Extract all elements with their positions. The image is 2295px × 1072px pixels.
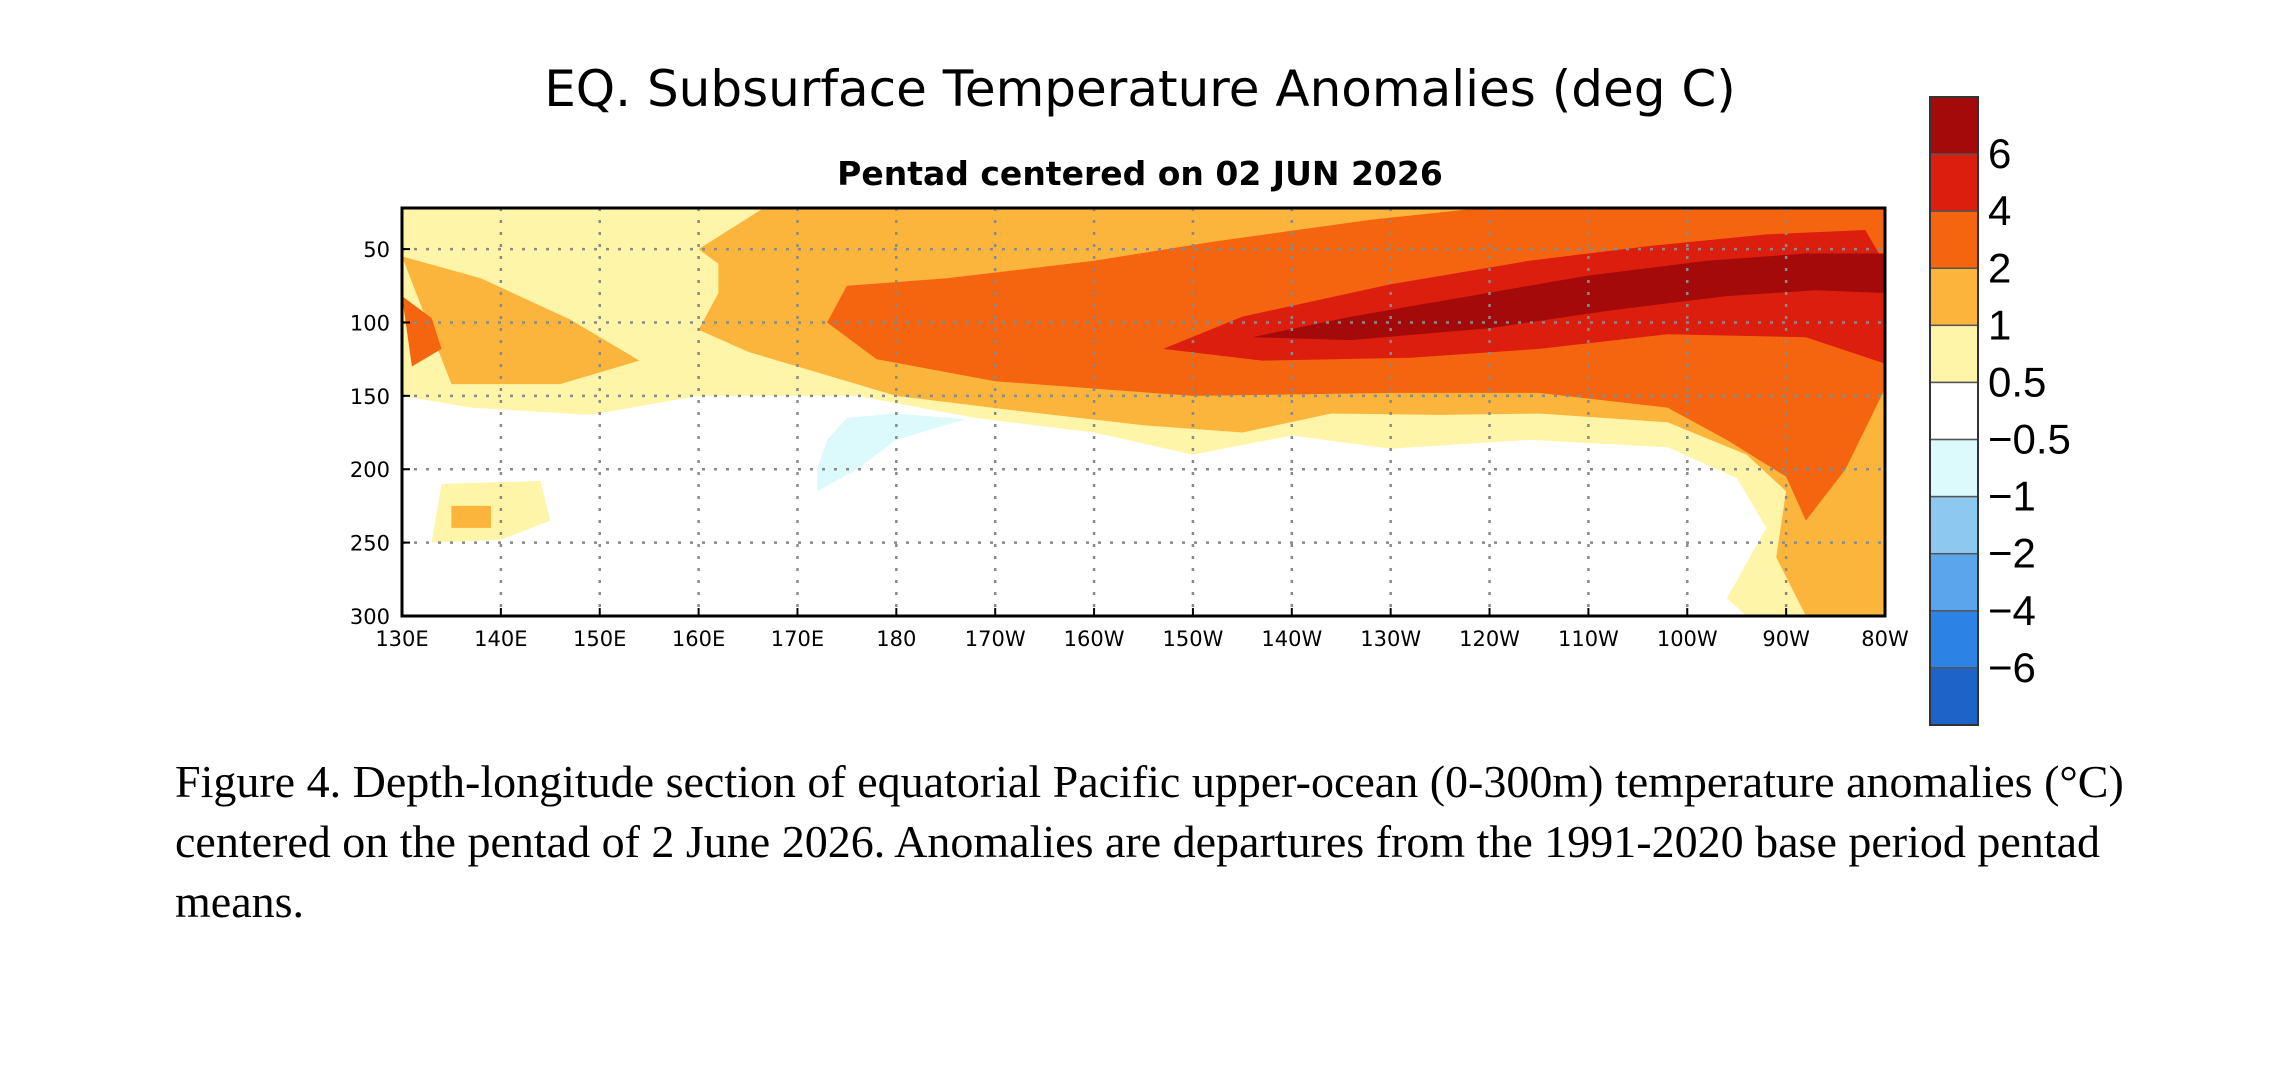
x-tick-label: 130E bbox=[375, 627, 428, 651]
colorbar-swatch bbox=[1929, 96, 1979, 155]
colorbar-label: 2 bbox=[1988, 244, 2011, 291]
colorbar-swatch bbox=[1929, 495, 1979, 555]
colorbar-swatch bbox=[1929, 381, 1979, 441]
colorbar-label: 1 bbox=[1988, 301, 2011, 348]
x-tick-label: 140W bbox=[1261, 627, 1322, 651]
anomaly-region-6-8 bbox=[1252, 253, 1885, 341]
colorbar-label: −4 bbox=[1988, 587, 2036, 634]
x-tick-label: 180 bbox=[876, 627, 916, 651]
colorbar-swatch bbox=[1929, 667, 1979, 726]
grid-lines bbox=[402, 208, 1885, 616]
y-axis: 50 100 150 200 250 300 bbox=[350, 238, 410, 629]
colorbar-label: −1 bbox=[1988, 473, 2036, 520]
y-tick-label: 50 bbox=[363, 238, 390, 262]
colorbar: 6 4 2 1 0.5 −0.5 −1 −2 −4 −6 bbox=[1929, 96, 2071, 726]
chart-subtitle: Pentad centered on 02 JUN 2026 bbox=[837, 154, 1443, 193]
colorbar-swatch bbox=[1929, 552, 1979, 612]
colorbar-swatch bbox=[1929, 210, 1979, 270]
y-tick-label: 300 bbox=[350, 605, 390, 629]
x-tick-label: 160E bbox=[672, 627, 725, 651]
colorbar-label: −6 bbox=[1988, 644, 2036, 691]
x-tick-label: 110W bbox=[1558, 627, 1619, 651]
y-tick-label: 100 bbox=[350, 311, 390, 335]
colorbar-swatch bbox=[1929, 324, 1979, 384]
colorbar-label: −0.5 bbox=[1988, 416, 2071, 463]
figure-caption: Figure 4. Depth-longitude section of equ… bbox=[175, 756, 2124, 927]
x-tick-label: 80W bbox=[1861, 627, 1909, 651]
colorbar-label: −2 bbox=[1988, 530, 2036, 577]
colorbar-label: 4 bbox=[1988, 187, 2011, 234]
colorbar-label: 0.5 bbox=[1988, 358, 2046, 405]
anomaly-region-2-6 bbox=[402, 296, 442, 367]
x-tick-label: 150W bbox=[1163, 627, 1224, 651]
anomaly-region-1-3 bbox=[402, 256, 640, 385]
x-tick-label: 170W bbox=[965, 627, 1026, 651]
x-tick-label: 140E bbox=[474, 627, 527, 651]
x-tick-label: 130W bbox=[1360, 627, 1421, 651]
y-tick-label: 250 bbox=[350, 532, 390, 556]
colorbar-swatch bbox=[1929, 610, 1979, 669]
colorbar-frame bbox=[1929, 96, 1979, 726]
x-axis: 130E 140E 150E 160E 170E 180 170W 160W 150W 140W 1… bbox=[375, 608, 1909, 651]
x-tick-label: 120W bbox=[1459, 627, 1520, 651]
x-tick-label: 170E bbox=[771, 627, 824, 651]
anomaly-region-neg0_5-9 bbox=[817, 413, 966, 492]
x-tick-label: 160W bbox=[1064, 627, 1125, 651]
y-tick-label: 150 bbox=[350, 385, 390, 409]
anomaly-region-1-4 bbox=[451, 505, 491, 528]
colorbar-swatch bbox=[1929, 267, 1979, 327]
colorbar-swatch bbox=[1929, 438, 1979, 498]
x-tick-label: 150E bbox=[573, 627, 626, 651]
x-tick-label: 100W bbox=[1657, 627, 1718, 651]
x-tick-label: 90W bbox=[1762, 627, 1810, 651]
plot-frame bbox=[400, 206, 1887, 618]
chart-title: EQ. Subsurface Temperature Anomalies (de… bbox=[544, 60, 1736, 118]
y-tick-label: 200 bbox=[350, 458, 390, 482]
colorbar-label: 6 bbox=[1988, 130, 2011, 177]
colorbar-swatch bbox=[1929, 153, 1979, 212]
